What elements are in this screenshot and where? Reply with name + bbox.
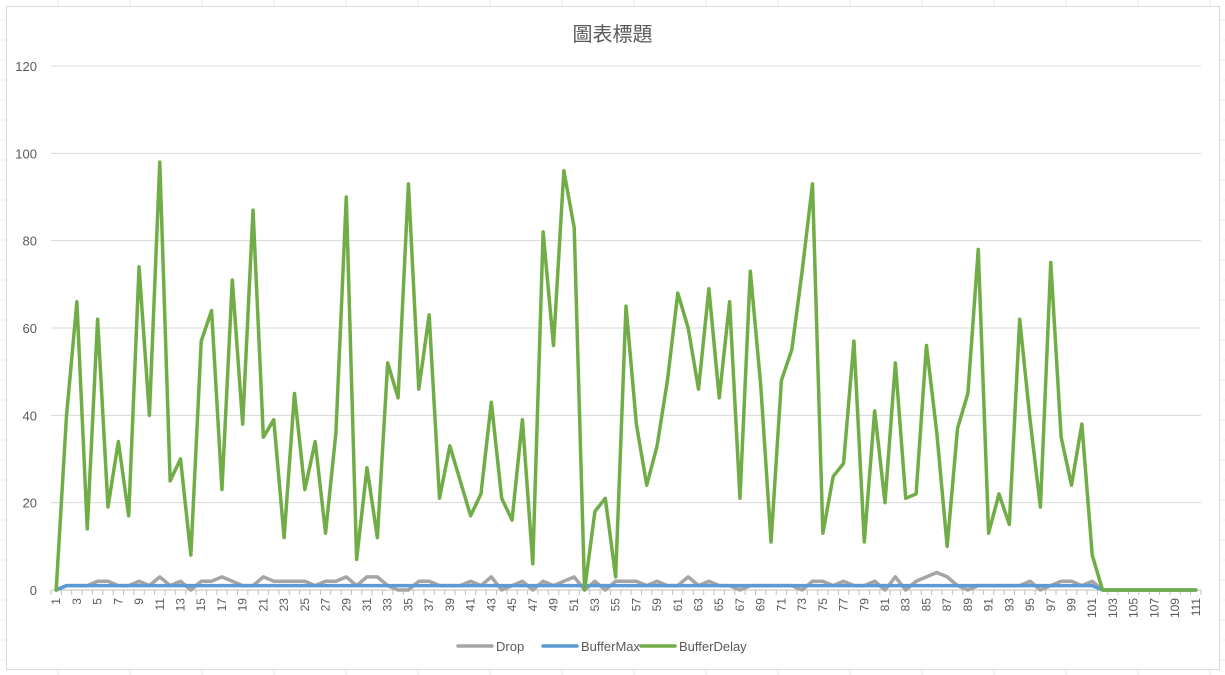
x-tick-label: 1 bbox=[49, 598, 63, 605]
x-tick-label: 41 bbox=[464, 598, 478, 612]
x-axis: 1 3 5 7 9 11 13 15 17 19 21 23 25 27 29 31 33 35 37 39 41 43 4… bbox=[49, 589, 1203, 618]
x-tick-label: 45 bbox=[505, 598, 519, 612]
series-line-buffermax[interactable] bbox=[54, 583, 1198, 592]
x-tick-label: 9 bbox=[132, 598, 146, 605]
y-tick-label: 20 bbox=[23, 496, 37, 511]
x-tick-label: 75 bbox=[816, 598, 830, 612]
x-tick-label: 3 bbox=[70, 598, 84, 605]
y-axis-tick-labels: 0 20 40 60 80 100 120 bbox=[15, 59, 37, 598]
y-tick-label: 60 bbox=[23, 321, 37, 336]
x-tick-label: 87 bbox=[940, 598, 954, 612]
x-tick-label: 93 bbox=[1002, 598, 1016, 612]
x-tick-label: 33 bbox=[381, 598, 395, 612]
x-tick-label: 65 bbox=[712, 598, 726, 612]
x-tick-label: 83 bbox=[899, 598, 913, 612]
x-tick-label: 63 bbox=[692, 598, 706, 612]
x-tick-label: 111 bbox=[1189, 598, 1203, 617]
x-tick-label: 57 bbox=[629, 598, 643, 612]
y-tick-label: 120 bbox=[15, 59, 37, 74]
series-line-bufferdelay[interactable] bbox=[54, 160, 1198, 592]
x-tick-label: 39 bbox=[443, 598, 457, 612]
x-tick-label: 89 bbox=[961, 598, 975, 612]
x-tick-label: 55 bbox=[609, 598, 623, 612]
series-lines bbox=[54, 160, 1198, 592]
x-tick-label: 19 bbox=[236, 598, 250, 612]
x-tick-label: 15 bbox=[194, 598, 208, 612]
x-tick-label: 49 bbox=[546, 598, 560, 612]
x-tick-label: 29 bbox=[339, 598, 353, 612]
x-tick-label: 51 bbox=[567, 598, 581, 612]
legend[interactable]: Drop BufferMax BufferDelay bbox=[456, 639, 747, 654]
x-tick-label: 7 bbox=[111, 598, 125, 605]
x-tick-label: 85 bbox=[919, 598, 933, 612]
y-tick-label: 100 bbox=[15, 146, 37, 161]
x-tick-label: 23 bbox=[277, 598, 291, 612]
x-tick-label: 47 bbox=[526, 598, 540, 612]
x-tick-label: 53 bbox=[588, 598, 602, 612]
x-tick-label: 99 bbox=[1064, 598, 1078, 612]
x-tick-label: 61 bbox=[671, 598, 685, 612]
x-tick-label: 105 bbox=[1127, 598, 1141, 618]
x-tick-label: 95 bbox=[1023, 598, 1037, 612]
x-tick-label: 103 bbox=[1106, 598, 1120, 618]
x-tick-label: 79 bbox=[857, 598, 871, 612]
y-tick-label: 40 bbox=[23, 408, 37, 423]
y-tick-label: 0 bbox=[30, 583, 37, 598]
x-tick-label: 31 bbox=[360, 598, 374, 612]
x-tick-label: 17 bbox=[215, 598, 229, 612]
x-tick-label: 13 bbox=[174, 598, 188, 612]
x-tick-label: 21 bbox=[256, 598, 270, 612]
x-tick-label: 73 bbox=[795, 598, 809, 612]
legend-label-bufferdelay: BufferDelay bbox=[679, 639, 747, 654]
x-tick-label: 97 bbox=[1044, 598, 1058, 612]
x-tick-label: 35 bbox=[401, 598, 415, 612]
x-tick-label: 109 bbox=[1168, 598, 1182, 618]
legend-label-drop: Drop bbox=[496, 639, 524, 654]
x-tick-label: 69 bbox=[754, 598, 768, 612]
x-tick-label: 37 bbox=[422, 598, 436, 612]
x-tick-label: 25 bbox=[298, 598, 312, 612]
chart-title[interactable]: 圖表標題 bbox=[572, 22, 653, 46]
x-tick-label: 101 bbox=[1085, 598, 1099, 618]
x-tick-label: 107 bbox=[1147, 598, 1161, 618]
x-tick-label: 71 bbox=[774, 598, 788, 612]
x-tick-label: 77 bbox=[837, 598, 851, 612]
x-tick-label: 27 bbox=[319, 598, 333, 612]
x-tick-label: 59 bbox=[650, 598, 664, 612]
x-tick-label: 67 bbox=[733, 598, 747, 612]
legend-label-buffermax: BufferMax bbox=[581, 639, 641, 654]
x-tick-label: 81 bbox=[878, 598, 892, 612]
x-tick-label: 91 bbox=[982, 598, 996, 612]
x-tick-label: 43 bbox=[484, 598, 498, 612]
x-tick-label: 11 bbox=[153, 598, 167, 611]
x-tick-label: 5 bbox=[91, 598, 105, 605]
y-tick-label: 80 bbox=[23, 234, 37, 249]
